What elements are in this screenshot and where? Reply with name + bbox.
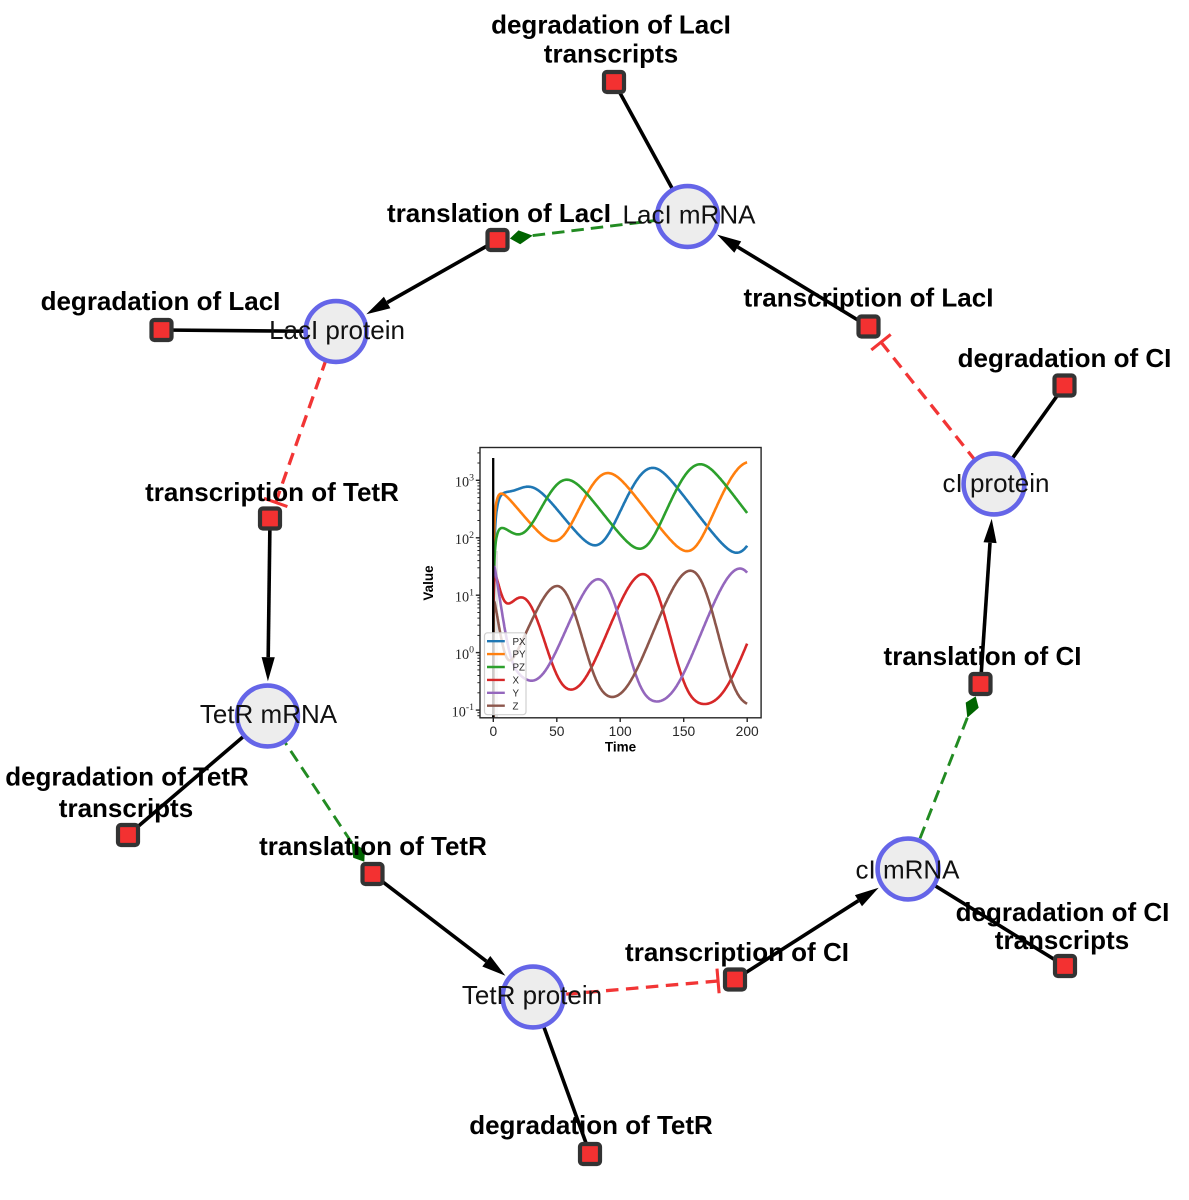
svg-text:Z: Z	[513, 701, 519, 712]
svg-text:cI protein: cI protein	[943, 468, 1050, 498]
svg-text:transcripts: transcripts	[544, 39, 678, 69]
svg-text:100: 100	[609, 724, 632, 739]
svg-text:PY: PY	[513, 650, 527, 661]
svg-text:transcription of LacI: transcription of LacI	[744, 283, 994, 313]
svg-text:transcripts: transcripts	[59, 793, 193, 823]
svg-text:cI mRNA: cI mRNA	[856, 854, 961, 884]
svg-text:degradation of TetR: degradation of TetR	[469, 1110, 713, 1140]
svg-text:200: 200	[736, 724, 759, 739]
svg-text:Time: Time	[605, 740, 637, 755]
svg-text:translation of LacI: translation of LacI	[387, 198, 611, 228]
svg-text:transcription of TetR: transcription of TetR	[145, 477, 399, 507]
svg-text:Value: Value	[421, 565, 436, 601]
svg-text:TetR mRNA: TetR mRNA	[200, 699, 338, 729]
svg-text:translation of TetR: translation of TetR	[259, 831, 487, 861]
svg-text:degradation of LacI: degradation of LacI	[41, 286, 281, 316]
svg-text:LacI mRNA: LacI mRNA	[623, 199, 757, 229]
svg-text:50: 50	[549, 724, 565, 739]
svg-text:PZ: PZ	[513, 663, 526, 674]
svg-text:0: 0	[489, 724, 497, 739]
svg-text:LacI protein: LacI protein	[269, 315, 405, 345]
svg-text:TetR protein: TetR protein	[462, 980, 602, 1010]
svg-text:degradation of CI: degradation of CI	[958, 343, 1172, 373]
svg-text:X: X	[513, 676, 520, 687]
svg-text:transcripts: transcripts	[995, 925, 1129, 955]
svg-text:translation of CI: translation of CI	[884, 641, 1082, 671]
svg-text:transcription of CI: transcription of CI	[625, 937, 849, 967]
svg-text:degradation of LacI: degradation of LacI	[491, 10, 731, 40]
svg-text:150: 150	[672, 724, 695, 739]
svg-text:degradation of CI: degradation of CI	[956, 897, 1170, 927]
svg-text:degradation of TetR: degradation of TetR	[5, 762, 249, 792]
svg-text:PX: PX	[513, 637, 527, 648]
svg-text:Y: Y	[513, 688, 520, 699]
